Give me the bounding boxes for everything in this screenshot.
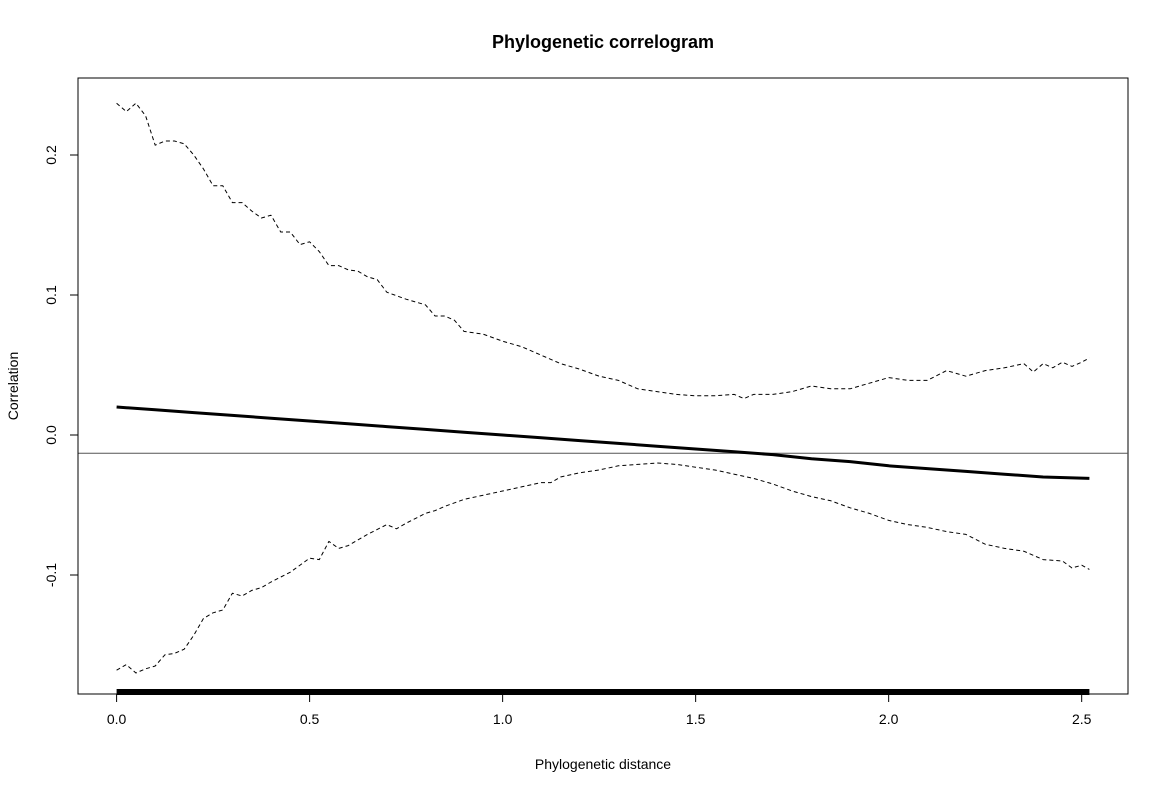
lower-ci-line bbox=[116, 462, 1090, 674]
x-tick-label: 2.5 bbox=[1072, 711, 1092, 727]
x-tick-label: 0.0 bbox=[107, 711, 127, 727]
plot-frame bbox=[77, 77, 1129, 695]
x-tick-label: 1.0 bbox=[493, 711, 513, 727]
plot-area bbox=[78, 102, 1128, 695]
y-tick-label: 0.2 bbox=[43, 145, 59, 165]
y-tick-label: 0.0 bbox=[43, 425, 59, 445]
x-tick-label: 0.5 bbox=[300, 711, 320, 727]
x-axis-label: Phylogenetic distance bbox=[535, 756, 671, 772]
x-tick-label: 1.5 bbox=[686, 711, 706, 727]
y-tick-label: -0.1 bbox=[43, 563, 59, 587]
upper-ci-line bbox=[116, 102, 1090, 400]
y-tick-label: 0.1 bbox=[43, 285, 59, 305]
x-tick-label: 2.0 bbox=[879, 711, 899, 727]
chart-title: Phylogenetic correlogram bbox=[492, 32, 714, 52]
axes: 0.0 0.5 1.0 1.5 2.0 2.5 -0.1 0.0 0.1 0.2 bbox=[43, 145, 1092, 727]
correlation-line bbox=[116, 405, 1090, 480]
y-axis-label: Correlation bbox=[5, 352, 21, 420]
